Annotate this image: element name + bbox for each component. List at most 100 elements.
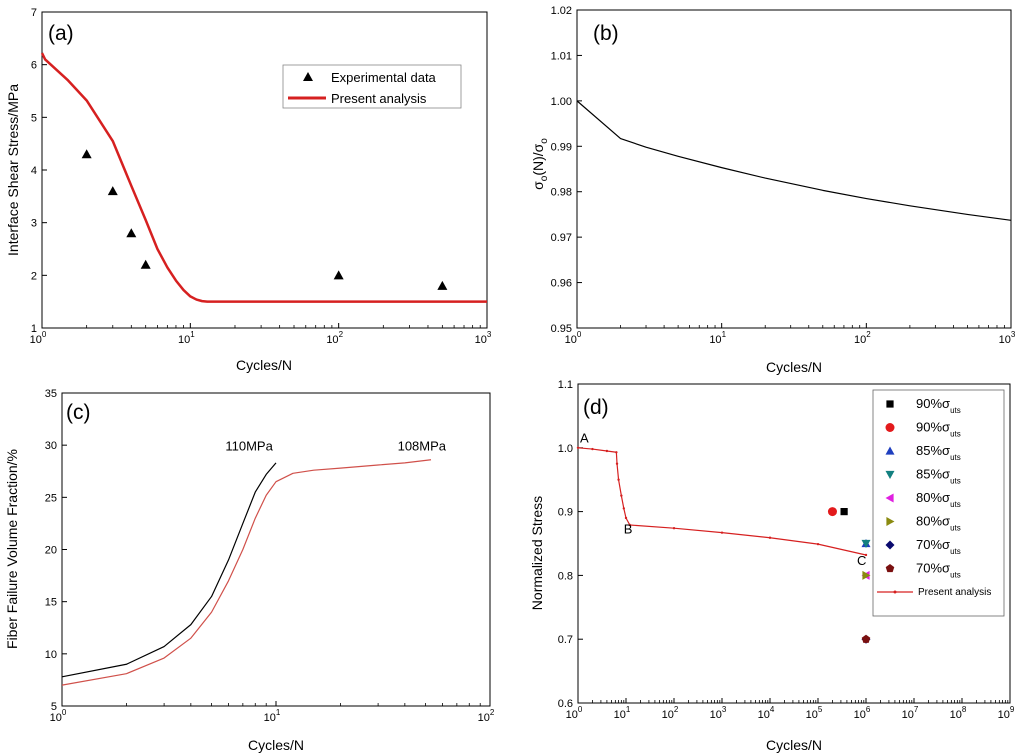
series-dot-d bbox=[576, 446, 580, 449]
legend-label-d-3: 85%σuts bbox=[916, 467, 961, 486]
legend-marker-d-3 bbox=[885, 470, 895, 479]
plot-area-b bbox=[576, 9, 1012, 329]
y-axis-label-d: Normalized Stress bbox=[529, 496, 545, 610]
legend-marker-d-2 bbox=[885, 446, 895, 455]
y-tick-label-a: 4 bbox=[31, 165, 37, 177]
x-tick-label-a: 101 bbox=[178, 330, 195, 346]
x-tick-label-b: 101 bbox=[709, 330, 726, 346]
x-tick-label-d: 108 bbox=[950, 705, 967, 721]
series-dot-d bbox=[672, 526, 676, 530]
y-tick-label-c: 15 bbox=[45, 597, 57, 609]
x-axis-label-d: Cycles/N bbox=[766, 737, 822, 753]
data-point-d-7 bbox=[861, 634, 871, 643]
ticks-a: 100 101 102 103 1 2 3 4 5 6 7 bbox=[30, 7, 492, 346]
x-tick-label-d: 103 bbox=[710, 705, 727, 721]
x-tick-label-d: 100 bbox=[566, 705, 583, 721]
legend-label-d-4: 80%σuts bbox=[916, 490, 961, 509]
panel-label-c: (c) bbox=[66, 401, 91, 424]
legend-label-present-analysis: Present analysis bbox=[331, 91, 427, 106]
x-tick-label-a: 103 bbox=[475, 330, 492, 346]
series-line-c-0 bbox=[61, 462, 277, 678]
data-point-d-5 bbox=[862, 570, 871, 580]
y-tick-label-b: 0.96 bbox=[551, 278, 572, 290]
y-tick-label-b: 0.98 bbox=[551, 187, 572, 199]
legend-label-d-2: 85%σuts bbox=[916, 443, 961, 462]
x-tick-label-d: 102 bbox=[662, 705, 679, 721]
panel-label-b: (b) bbox=[593, 22, 619, 45]
x-tick-label-c: 100 bbox=[50, 708, 67, 724]
y-tick-label-b: 1.01 bbox=[551, 50, 572, 62]
y-tick-label-a: 7 bbox=[31, 7, 37, 19]
series-dot-d bbox=[816, 542, 820, 546]
x-axis-label-c: Cycles/N bbox=[248, 737, 304, 753]
y-tick-label-d: 0.7 bbox=[558, 634, 573, 646]
series-line-c-1 bbox=[61, 459, 432, 686]
data-point-d-0 bbox=[840, 508, 848, 516]
legend-marker-d-4 bbox=[885, 493, 894, 503]
ticks-c: 100 101 102 5 10 15 20 25 30 35 bbox=[45, 388, 495, 724]
series-dot-d bbox=[620, 494, 623, 497]
x-tick-label-b: 102 bbox=[854, 330, 871, 346]
y-label-b-sub2: o bbox=[539, 138, 550, 144]
legend-d: 90%σuts 90%σuts 85%σuts 85%σuts 80%σuts 80%σu… bbox=[872, 389, 1005, 617]
series-dot-d bbox=[768, 536, 772, 539]
legend-marker-d-1 bbox=[885, 423, 895, 432]
y-tick-label-c: 10 bbox=[45, 649, 57, 661]
legend-label-d-0: 90%σuts bbox=[916, 396, 961, 415]
legend-box-a bbox=[282, 64, 462, 109]
y-label-b-sigma2: σ bbox=[530, 143, 546, 152]
x-tick-label-d: 107 bbox=[902, 705, 919, 721]
x-tick-label-b: 103 bbox=[999, 330, 1016, 346]
y-tick-label-b: 1.00 bbox=[551, 96, 572, 108]
annotation-d-2: C bbox=[857, 553, 866, 568]
legend-marker-d-7 bbox=[885, 564, 895, 573]
x-tick-label-b: 100 bbox=[565, 330, 582, 346]
y-tick-label-c: 25 bbox=[45, 492, 57, 504]
annotation-d-0: A bbox=[580, 431, 589, 446]
y-tick-label-d: 0.8 bbox=[558, 570, 573, 582]
x-axis-label-b: Cycles/N bbox=[766, 359, 822, 375]
series-c: 110MPa 108MPa bbox=[61, 438, 447, 686]
y-tick-label-b: 0.99 bbox=[551, 141, 572, 153]
series-dot-d bbox=[864, 553, 868, 557]
x-tick-label-d: 101 bbox=[614, 705, 631, 721]
series-b bbox=[576, 100, 1012, 221]
legend-label-d-5: 80%σuts bbox=[916, 514, 961, 533]
series-dot-d bbox=[617, 478, 620, 481]
y-tick-label-a: 5 bbox=[31, 112, 37, 124]
series-dot-d bbox=[622, 507, 626, 510]
series-d: A B C bbox=[576, 431, 871, 644]
plot-area-d bbox=[577, 383, 1011, 704]
y-tick-label-d: 1.1 bbox=[558, 379, 573, 391]
legend-dot-d bbox=[893, 590, 897, 594]
annotation-c-0: 110MPa bbox=[225, 438, 273, 453]
x-tick-label-c: 101 bbox=[264, 708, 281, 724]
x-tick-label-d: 109 bbox=[998, 705, 1015, 721]
series-line-d-8 bbox=[577, 447, 867, 556]
series-line-b-0 bbox=[576, 100, 1012, 221]
legend-a: Experimental data Present analysis bbox=[282, 64, 462, 109]
legend-marker-d-5 bbox=[886, 517, 895, 526]
data-point-a-0 bbox=[81, 149, 92, 159]
data-point-a-0 bbox=[107, 186, 118, 196]
legend-label-experimental: Experimental data bbox=[331, 70, 437, 85]
annotation-d-1: B bbox=[624, 521, 633, 536]
data-point-a-0 bbox=[437, 280, 448, 290]
legend-marker-experimental bbox=[303, 72, 313, 81]
y-tick-label-d: 0.9 bbox=[558, 507, 573, 519]
y-tick-label-a: 2 bbox=[31, 270, 37, 282]
data-point-a-0 bbox=[126, 228, 137, 238]
panel-label-d: (d) bbox=[583, 396, 609, 419]
y-axis-label-c: Fiber Failure Volume Fraction/% bbox=[4, 449, 20, 649]
y-tick-label-b: 1.02 bbox=[551, 5, 572, 17]
y-tick-label-b: 0.97 bbox=[551, 232, 572, 244]
series-dot-d bbox=[591, 447, 594, 451]
y-tick-label-b: 0.95 bbox=[551, 323, 572, 335]
ticks-b: 100 101 102 103 0.95 0.96 0.97 0.98 0.99 1.00 1.01… bbox=[551, 5, 1016, 346]
series-a bbox=[40, 52, 487, 303]
panel-d: 100 101 102 103 104 105 106 107 108 109 0.6 0.7 0.8 0… bbox=[529, 379, 1015, 753]
panel-a: 100 101 102 103 1 2 3 4 5 6 7 (a) Cycles/N Interfa… bbox=[5, 7, 492, 373]
y-tick-label-a: 1 bbox=[31, 323, 37, 335]
series-dot-d bbox=[615, 451, 618, 454]
